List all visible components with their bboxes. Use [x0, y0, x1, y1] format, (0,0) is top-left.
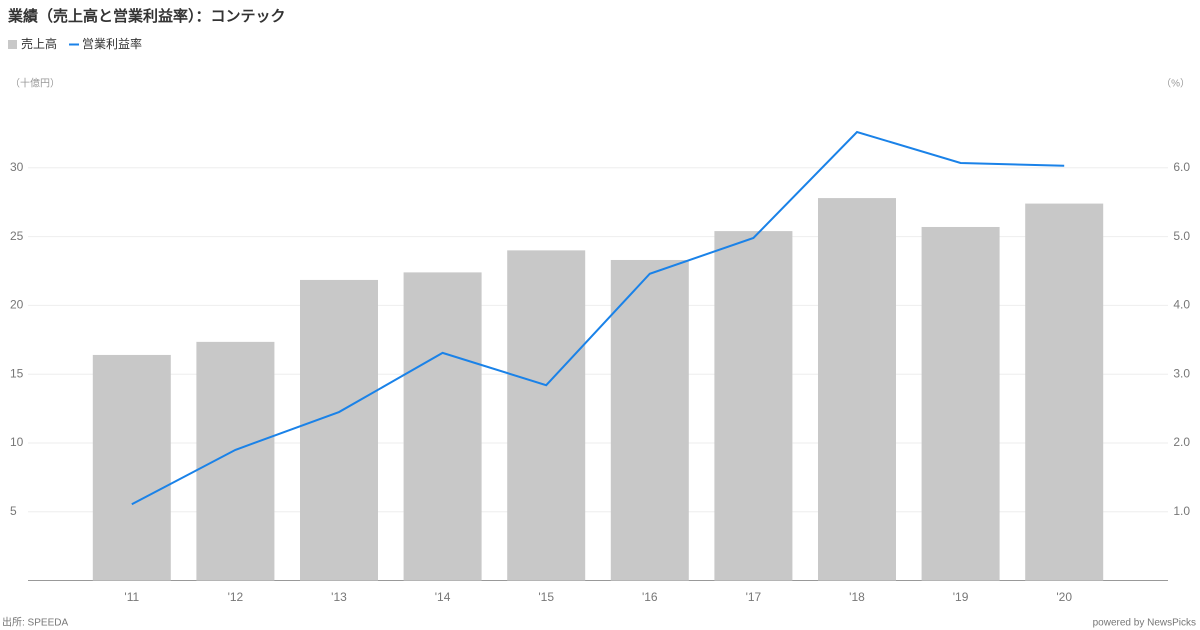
- x-tick-label: '12: [228, 590, 244, 604]
- y2-tick-label: 6.0: [1173, 160, 1190, 174]
- bar: [403, 272, 482, 581]
- bar: [300, 279, 378, 581]
- x-tick-label: '13: [331, 590, 347, 604]
- y-tick-label: 20: [10, 298, 24, 312]
- bar: [196, 341, 275, 581]
- x-tick-label: '14: [435, 590, 451, 604]
- y-tick-label: 5: [10, 504, 17, 518]
- x-tick-label: '18: [849, 590, 865, 604]
- bar: [714, 231, 793, 581]
- bar: [92, 354, 171, 581]
- y2-tick-label: 4.0: [1173, 298, 1190, 312]
- y2-tick-label: 5.0: [1173, 229, 1190, 243]
- x-tick-label: '16: [642, 590, 658, 604]
- y2-axis-label: （%）: [1161, 78, 1190, 90]
- x-tick-label: '20: [1056, 590, 1072, 604]
- bar: [507, 250, 586, 581]
- y-tick-label: 15: [10, 366, 24, 380]
- legend-swatch: [8, 40, 17, 49]
- credit: powered by NewsPicks: [1093, 618, 1196, 629]
- bar: [610, 259, 689, 581]
- x-tick-label: '11: [124, 590, 139, 604]
- y2-tick-label: 2.0: [1173, 435, 1190, 449]
- line: [131, 130, 1065, 506]
- legend-label: 営業利益率: [82, 36, 142, 51]
- x-tick-label: '15: [538, 590, 554, 604]
- x-tick-label: '17: [746, 590, 762, 604]
- y-tick-label: 10: [10, 435, 24, 449]
- y-tick-label: 30: [10, 160, 24, 174]
- legend-label: 売上高: [21, 36, 57, 51]
- source: 出所: SPEEDA: [2, 616, 68, 629]
- chart-title: 業績（売上高と営業利益率）：コンテック: [7, 7, 286, 25]
- y2-tick-label: 3.0: [1173, 366, 1190, 380]
- y2-tick-label: 1.0: [1173, 504, 1190, 518]
- y-axis-label: （十億円）: [10, 77, 60, 90]
- bar: [818, 198, 896, 581]
- y-tick-label: 25: [10, 229, 24, 243]
- bar: [921, 226, 1000, 581]
- bar: [1025, 203, 1104, 581]
- x-tick-label: '19: [953, 590, 969, 604]
